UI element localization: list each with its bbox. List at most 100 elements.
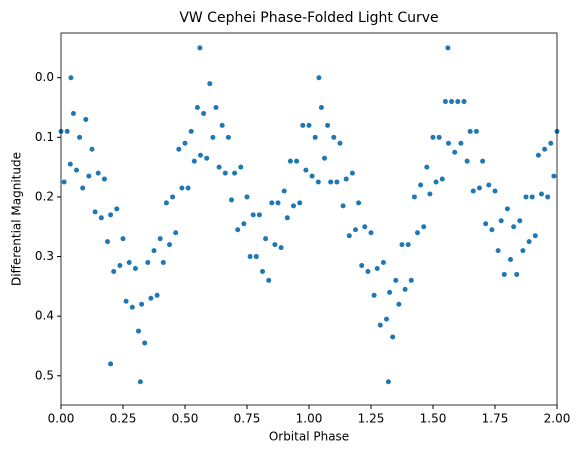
data-point <box>498 218 504 224</box>
data-point <box>297 200 303 206</box>
data-point <box>380 260 386 266</box>
data-point <box>526 239 532 245</box>
data-point <box>266 277 272 283</box>
data-point <box>229 197 234 203</box>
data-point <box>83 116 89 122</box>
data-point <box>408 277 414 283</box>
data-point <box>315 179 321 185</box>
data-point <box>421 224 427 230</box>
data-point <box>86 173 92 179</box>
data-point <box>334 179 340 185</box>
data-point <box>120 236 126 242</box>
data-point <box>291 203 296 209</box>
data-point <box>207 81 213 87</box>
data-point <box>464 158 470 164</box>
data-point <box>433 179 439 185</box>
data-point <box>346 233 352 239</box>
data-point <box>359 263 365 268</box>
data-point <box>353 227 358 233</box>
data-point <box>272 242 278 248</box>
data-point <box>247 254 253 260</box>
y-tick-label: 0.1 <box>35 130 54 144</box>
data-point <box>275 200 281 206</box>
data-point <box>129 304 135 310</box>
data-point <box>415 230 420 236</box>
data-point <box>384 316 389 322</box>
data-point <box>263 236 269 242</box>
x-tick-label: 0.75 <box>234 412 261 426</box>
data-point <box>477 185 482 191</box>
y-axis-label: Differential Magnitude <box>10 152 24 286</box>
data-point <box>98 215 104 221</box>
data-point <box>188 128 194 134</box>
data-point <box>219 122 225 128</box>
data-point <box>508 257 513 263</box>
data-point <box>362 224 368 230</box>
data-point <box>137 379 143 385</box>
data-point <box>316 75 322 81</box>
data-point <box>101 176 107 182</box>
data-point <box>365 268 371 274</box>
chart-title: VW Cephei Phase-Folded Light Curve <box>179 10 438 26</box>
y-tick-label: 0.0 <box>35 70 54 84</box>
data-point <box>142 340 148 346</box>
data-point <box>551 173 557 179</box>
data-point <box>260 268 265 274</box>
data-point <box>539 191 544 197</box>
data-point <box>331 134 337 140</box>
data-point <box>185 185 191 191</box>
data-point <box>67 161 73 167</box>
data-point <box>374 265 380 271</box>
x-tick-label: 1.25 <box>358 412 385 426</box>
data-point <box>470 188 476 194</box>
data-point <box>385 379 391 385</box>
x-tick-label: 2.00 <box>544 412 571 426</box>
data-point <box>222 170 228 176</box>
data-point <box>61 179 67 185</box>
data-point <box>418 182 424 188</box>
data-point <box>108 361 114 367</box>
data-point <box>80 185 86 191</box>
data-point <box>343 176 349 182</box>
y-tick-label: 0.3 <box>35 249 54 263</box>
data-point <box>225 134 231 140</box>
data-point <box>182 140 188 146</box>
data-point <box>542 146 548 152</box>
y-tick-label: 0.5 <box>35 368 54 382</box>
data-point <box>349 170 355 176</box>
data-point <box>176 146 182 152</box>
plot-frame <box>60 32 558 406</box>
data-point <box>439 176 445 182</box>
data-point <box>486 182 492 188</box>
data-point <box>377 322 383 328</box>
data-point <box>517 218 523 224</box>
data-point <box>160 260 166 266</box>
data-point <box>136 328 141 334</box>
data-point <box>303 167 309 173</box>
data-point <box>77 134 83 140</box>
data-point <box>511 224 517 230</box>
data-point <box>430 134 436 140</box>
data-point <box>250 212 256 218</box>
data-point <box>123 298 129 304</box>
data-point <box>371 292 377 298</box>
data-point <box>204 155 210 161</box>
data-point <box>340 203 346 209</box>
data-point <box>328 179 334 185</box>
data-point <box>393 277 399 283</box>
data-point <box>427 191 433 197</box>
data-point <box>337 140 343 146</box>
data-point <box>445 45 451 51</box>
data-point <box>492 188 498 194</box>
data-point <box>170 194 176 200</box>
data-point <box>244 194 250 200</box>
data-point <box>191 158 197 164</box>
data-point <box>322 155 327 161</box>
data-point <box>281 188 287 194</box>
data-point <box>535 152 541 158</box>
data-point <box>452 149 458 155</box>
data-point <box>402 286 408 292</box>
data-point <box>95 170 101 176</box>
data-point <box>548 140 554 146</box>
data-point <box>312 134 318 140</box>
